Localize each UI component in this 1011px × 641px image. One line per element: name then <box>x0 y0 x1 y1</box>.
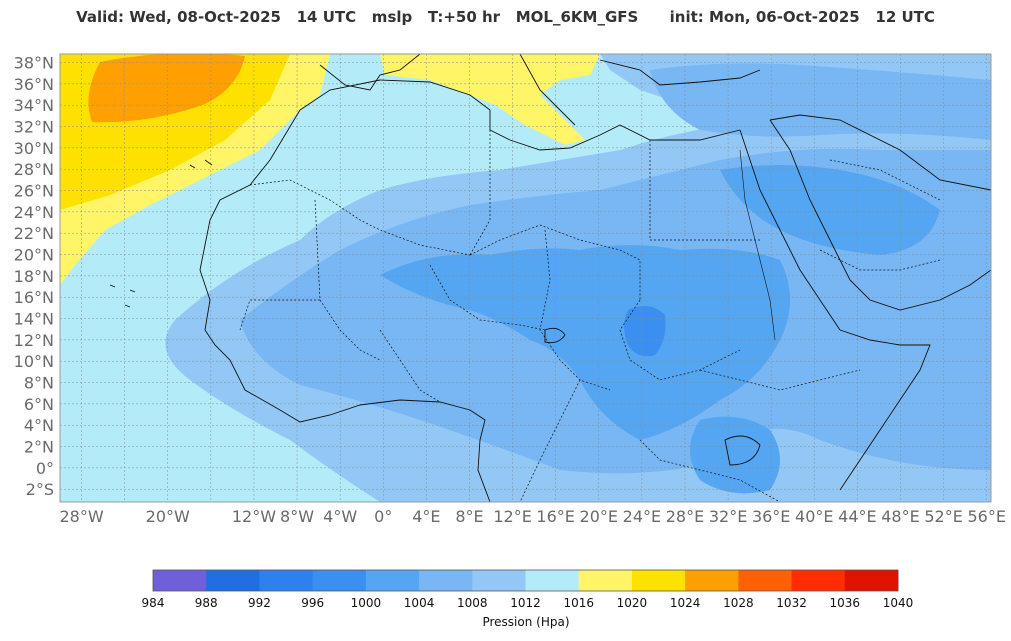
lat-label: 22°N <box>14 224 54 243</box>
lat-label: 8°N <box>24 374 54 393</box>
lat-label: 24°N <box>14 203 54 222</box>
lat-lon-grid <box>60 54 991 502</box>
lat-label: 32°N <box>14 118 54 137</box>
pressure-field <box>60 54 991 502</box>
colorbar-swatch <box>791 570 846 591</box>
colorbar-level-label: 1020 <box>617 596 648 610</box>
colorbar-level-label: 1036 <box>830 596 861 610</box>
lon-label: 4°E <box>412 507 440 526</box>
lon-label: 12°W <box>232 507 276 526</box>
lat-label: 38°N <box>14 54 54 73</box>
lon-label: 4°W <box>323 507 357 526</box>
lon-label: 44°E <box>838 507 876 526</box>
lon-label: 56°E <box>967 507 1005 526</box>
lon-label: 8°W <box>280 507 314 526</box>
colorbar-title: Pression (Hpa) <box>482 615 569 629</box>
colorbar-swatch <box>259 570 314 591</box>
colorbar-level-label: 1000 <box>351 596 382 610</box>
colorbar-level-label: 1032 <box>776 596 807 610</box>
high-pressure-zone-mediterranean <box>380 54 600 145</box>
colorbar-swatch <box>525 570 580 591</box>
country-borders <box>239 130 941 502</box>
lon-label: 8°E <box>455 507 483 526</box>
colorbar-swatch <box>578 570 633 591</box>
colorbar-swatch <box>472 570 526 591</box>
lon-label: 52°E <box>924 507 962 526</box>
latitude-labels: 38°N 36°N 34°N 32°N 30°N 28°N 26°N 24°N 22°N 20°N… <box>14 54 54 500</box>
map-title: Valid: Wed, 08-Oct-2025 14 UTC mslp T:+5… <box>76 8 935 26</box>
colorbar-level-label: 984 <box>142 596 165 610</box>
colorbar-level-label: 992 <box>248 596 271 610</box>
lon-label: 40°E <box>795 507 833 526</box>
lon-label: 24°E <box>623 507 661 526</box>
lat-label: 28°N <box>14 160 54 179</box>
lon-label: 16°E <box>536 507 574 526</box>
colorbar-swatch <box>153 570 207 591</box>
pressure-colorbar: 984 988 992 996 1000 1004 1008 1012 1016 1020 1024… <box>142 569 914 610</box>
lon-label: 36°E <box>752 507 790 526</box>
lat-label: 0° <box>36 459 54 478</box>
lat-label: 10°N <box>14 352 54 371</box>
lon-label: 0° <box>374 507 392 526</box>
colorbar-swatch <box>738 570 793 591</box>
colorbar-level-label: 996 <box>301 596 324 610</box>
lat-label: 14°N <box>14 310 54 329</box>
colorbar-level-label: 1004 <box>404 596 435 610</box>
lon-label: 28°W <box>59 507 103 526</box>
colorbar-frame <box>152 569 899 592</box>
colorbar-swatch <box>844 570 899 591</box>
low-pressure-core <box>624 306 666 357</box>
lon-label: 28°E <box>666 507 704 526</box>
lat-label: 12°N <box>14 331 54 350</box>
colorbar-swatch <box>419 570 473 591</box>
longitude-labels: 28°W 20°W 12°W 8°W 4°W 0° 4°E 8°E 12°E 16°E 20°E 24… <box>59 507 1005 526</box>
colorbar-level-label: 1040 <box>883 596 914 610</box>
lon-label: 20°W <box>146 507 190 526</box>
lat-label: 2°S <box>26 480 54 499</box>
lat-label: 16°N <box>14 288 54 307</box>
low-pressure-zone-sahel <box>380 245 790 440</box>
lat-label: 26°N <box>14 182 54 201</box>
lat-label: 34°N <box>14 96 54 115</box>
colorbar-swatch <box>206 570 260 591</box>
lat-label: 18°N <box>14 267 54 286</box>
coastlines <box>109 54 991 502</box>
lat-label: 4°N <box>24 416 54 435</box>
lat-label: 6°N <box>24 395 54 414</box>
colorbar-swatch <box>631 570 686 591</box>
lat-label: 30°N <box>14 139 54 158</box>
colorbar-swatch <box>312 570 367 591</box>
high-pressure-core <box>88 54 245 123</box>
lon-label: 20°E <box>580 507 618 526</box>
lon-label: 48°E <box>881 507 919 526</box>
lon-label: 32°E <box>709 507 747 526</box>
colorbar-level-label: 1024 <box>670 596 701 610</box>
lat-label: 2°N <box>24 438 54 457</box>
colorbar-level-label: 1008 <box>457 596 488 610</box>
colorbar-level-label: 988 <box>195 596 218 610</box>
colorbar-level-label: 1016 <box>563 596 594 610</box>
colorbar-level-label: 1028 <box>723 596 754 610</box>
colorbar-level-label: 1012 <box>510 596 541 610</box>
map-frame <box>59 53 992 503</box>
colorbar-swatch <box>685 570 739 591</box>
lat-label: 20°N <box>14 246 54 265</box>
lon-label: 12°E <box>493 507 531 526</box>
lat-label: 36°N <box>14 75 54 94</box>
colorbar-swatch <box>365 570 420 591</box>
